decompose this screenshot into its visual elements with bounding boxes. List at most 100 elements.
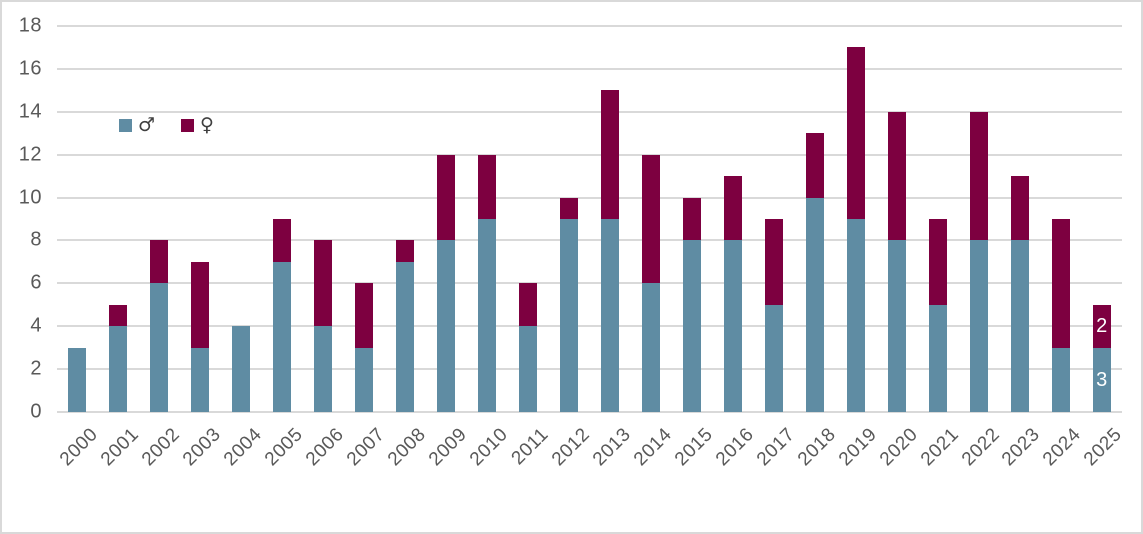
x-tick-label: 2019 (834, 424, 881, 471)
bar-segment-male (683, 240, 702, 412)
bar-column-2004: 2004 (220, 26, 266, 470)
male-series-swatch (119, 119, 132, 132)
x-tick-label: 2015 (670, 424, 717, 471)
bar-segment-female (723, 176, 742, 241)
bar-column-2000: 2000 (56, 26, 102, 470)
bar-segment-female: 2 (1092, 304, 1111, 348)
y-tick-label: 12 (18, 143, 42, 166)
bar-segment-male (642, 283, 661, 412)
bar-column-2006: 2006 (302, 26, 348, 470)
legend: ♂ ♀ (119, 116, 214, 135)
bar-column-2024: 2024 (1039, 26, 1086, 470)
bar-segment-male (601, 219, 620, 412)
bar-segment-male (314, 326, 333, 412)
bar-column-2018: 2018 (794, 26, 840, 470)
y-tick-label: 8 (30, 228, 42, 251)
bar-segment-female (1010, 176, 1029, 241)
legend-item-female: ♀ (181, 116, 214, 135)
x-tick-label: 2020 (875, 424, 922, 471)
bar-segment-female (314, 240, 333, 327)
gridline (57, 196, 1122, 199)
bar-segment-female (560, 197, 579, 219)
bar-column-2007: 2007 (343, 26, 389, 470)
x-tick-label: 2000 (56, 424, 103, 471)
bar-segment-male (928, 304, 947, 412)
x-tick-label: 2023 (998, 424, 1045, 471)
x-tick-label: 2001 (97, 424, 144, 471)
bar-segment-male (1051, 347, 1070, 412)
x-tick-label: 2010 (465, 424, 513, 471)
bar-segment-female (805, 133, 824, 198)
bar-column-2005: 2005 (261, 26, 307, 470)
bar-segment-male (437, 240, 456, 412)
bar-column-2025: 3 2 2025 (1080, 26, 1127, 470)
bar-segment-male: 3 (1092, 347, 1111, 412)
bar-segment-female (928, 219, 947, 305)
gridline (57, 25, 1122, 27)
bar-column-2014: 2014 (630, 26, 676, 470)
y-tick-label: 0 (30, 400, 42, 423)
x-tick-label: 2025 (1080, 424, 1127, 471)
bar-segment-female (642, 154, 661, 284)
x-tick-label: 2014 (629, 424, 676, 471)
y-tick-label: 2 (30, 357, 42, 380)
bar-column-2009: 2009 (425, 26, 471, 470)
bar-segment-female (396, 240, 415, 262)
bar-segment-female (887, 111, 906, 241)
bar-data-label: 3 (1096, 368, 1108, 391)
gridline (57, 239, 1122, 242)
x-tick-label: 2016 (711, 424, 758, 471)
bar-segment-female (764, 219, 783, 305)
x-tick-label: 2005 (261, 424, 308, 471)
bar-segment-female (1051, 219, 1070, 348)
gridline (57, 282, 1122, 285)
bar-column-2002: 2002 (138, 26, 184, 470)
bar-column-2017: 2017 (753, 26, 799, 470)
bar-segment-male (109, 326, 128, 412)
bar-column-2012: 2012 (548, 26, 594, 470)
male-series-label: ♂ (138, 114, 156, 136)
gridline (57, 110, 1122, 113)
y-tick-label: 16 (18, 57, 42, 80)
bar-column-2020: 2020 (876, 26, 922, 470)
y-axis: 0 2 4 6 8 10 12 14 16 18 (2, 2, 42, 532)
bar-segment-male (846, 219, 865, 412)
bar-segment-male (150, 283, 169, 412)
bar-segment-male (478, 219, 497, 412)
bar-column-2015: 2015 (671, 26, 717, 470)
bar-column-2022: 2022 (957, 26, 1004, 470)
x-tick-label: 2006 (301, 424, 349, 471)
bar-segment-male (68, 347, 87, 412)
bar-segment-female (478, 154, 497, 219)
bar-segment-female (437, 154, 456, 241)
bar-data-label: 2 (1096, 315, 1108, 338)
bar-segment-female (683, 197, 702, 241)
bar-segment-male (969, 240, 988, 412)
bar-column-2010: 2010 (466, 26, 512, 470)
bar-column-2003: 2003 (179, 26, 225, 470)
bar-segment-male (519, 326, 538, 412)
bar-column-2019: 2019 (835, 26, 881, 470)
x-tick-label: 2013 (588, 424, 635, 471)
bar-segment-female (273, 219, 292, 262)
bar-column-2011: 2011 (508, 26, 553, 469)
bar-segment-male (232, 326, 251, 412)
bar-column-2001: 2001 (97, 26, 143, 470)
x-tick-label: 2017 (752, 424, 799, 471)
x-tick-label: 2003 (179, 424, 226, 471)
bar-segment-female (601, 90, 620, 219)
bar-segment-female (355, 283, 374, 348)
gridline (57, 411, 1122, 413)
bar-segment-male (764, 304, 783, 412)
female-series-label: ♀ (200, 114, 214, 136)
bar-segment-female (969, 111, 988, 241)
y-tick-label: 10 (18, 186, 42, 209)
bar-segment-female (150, 240, 169, 284)
x-tick-label: 2007 (342, 424, 390, 471)
y-tick-label: 18 (18, 14, 42, 37)
x-tick-label: 2012 (547, 424, 594, 471)
x-tick-label: 2024 (1039, 424, 1086, 471)
x-tick-label: 2008 (383, 424, 431, 471)
bar-segment-male (191, 347, 210, 412)
